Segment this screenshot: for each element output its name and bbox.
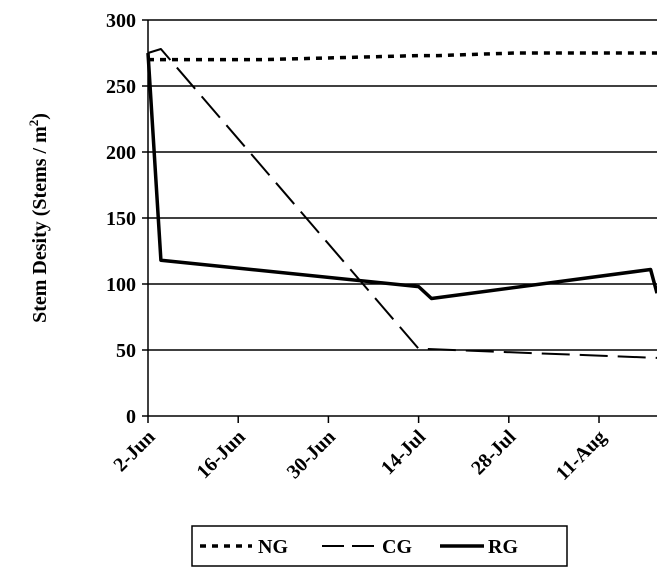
y-tick-label: 200 <box>106 142 136 164</box>
legend-label-rg: RG <box>488 536 518 558</box>
y-tick-label: 150 <box>106 208 136 230</box>
x-tick-label: 11-Aug <box>552 426 611 485</box>
series-line-cg <box>147 48 657 359</box>
x-tick-labels: 2-Jun 16-Jun 30-Jun 14-Jul 28-Jul 11-Aug <box>109 416 611 485</box>
y-tick-label: 250 <box>106 76 136 98</box>
y-tick-label: 100 <box>106 274 136 296</box>
legend-box <box>191 525 568 567</box>
x-tick-label: 14-Jul <box>377 426 431 480</box>
y-tick-label: 300 <box>106 10 136 32</box>
x-tick-label: 30-Jun <box>283 426 340 483</box>
legend: NG CG RG <box>191 525 568 567</box>
y-tick-labels: 0 50 100 150 200 250 300 <box>106 10 148 428</box>
legend-label-ng: NG <box>258 536 288 558</box>
series-line-ng <box>148 51 657 62</box>
y-tick-label: 50 <box>116 340 136 362</box>
x-tick-label: 2-Jun <box>109 426 159 476</box>
series-line-rg <box>146 52 657 301</box>
series-lines <box>146 48 657 359</box>
legend-label-cg: CG <box>382 536 412 558</box>
grid-lines <box>148 19 657 351</box>
x-tick-label: 16-Jun <box>193 426 250 483</box>
y-axis-title: Stem Desity (Stems / m2) <box>26 113 51 323</box>
x-tick-label: 28-Jul <box>467 426 521 480</box>
y-tick-label: 0 <box>126 406 136 428</box>
